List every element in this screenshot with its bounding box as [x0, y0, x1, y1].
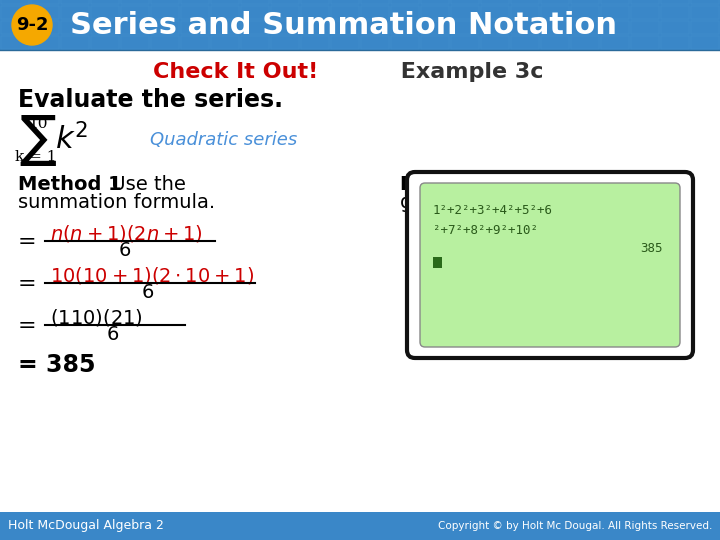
Text: Use a: Use a: [492, 176, 553, 194]
FancyBboxPatch shape: [433, 257, 442, 268]
Text: =: =: [18, 274, 37, 294]
Text: Quadratic series: Quadratic series: [150, 131, 297, 149]
FancyBboxPatch shape: [407, 172, 693, 358]
Text: = 385: = 385: [18, 353, 96, 377]
Text: $\sum$: $\sum$: [19, 112, 57, 167]
Text: 385: 385: [641, 241, 663, 254]
Text: 6: 6: [142, 282, 154, 301]
Text: Use the: Use the: [105, 176, 186, 194]
Text: 1²+2²+3²+4²+5²+6: 1²+2²+3²+4²+5²+6: [433, 204, 553, 217]
FancyBboxPatch shape: [0, 512, 720, 540]
Text: =: =: [18, 232, 37, 252]
Text: Method 2: Method 2: [400, 176, 504, 194]
Text: 10: 10: [28, 117, 48, 131]
Text: summation formula.: summation formula.: [18, 193, 215, 213]
FancyBboxPatch shape: [420, 183, 680, 347]
Text: Evaluate the series.: Evaluate the series.: [18, 88, 283, 112]
Text: Check It Out!: Check It Out!: [153, 62, 319, 82]
Text: Copyright © by Holt Mc Dougal. All Rights Reserved.: Copyright © by Holt Mc Dougal. All Right…: [438, 521, 712, 531]
Circle shape: [12, 5, 52, 45]
Text: Series and Summation Notation: Series and Summation Notation: [70, 10, 617, 39]
Text: Example 3c: Example 3c: [393, 62, 544, 82]
Text: Method 1: Method 1: [18, 176, 122, 194]
Text: $(110)(21)$: $(110)(21)$: [50, 307, 143, 327]
FancyBboxPatch shape: [0, 0, 720, 50]
Text: 6: 6: [107, 325, 120, 343]
Text: 6: 6: [119, 240, 131, 260]
Text: $k^2$: $k^2$: [55, 124, 89, 156]
Text: graphing calculator.: graphing calculator.: [400, 193, 594, 213]
Text: $10(10 + 1)(2 \cdot 10 + 1)$: $10(10 + 1)(2 \cdot 10 + 1)$: [50, 265, 254, 286]
Text: =: =: [18, 316, 37, 336]
Text: Holt McDougal Algebra 2: Holt McDougal Algebra 2: [8, 519, 164, 532]
Text: $n(n + 1)(2n + 1)$: $n(n + 1)(2n + 1)$: [50, 222, 203, 244]
Text: ²+7²+8²+9²+10²: ²+7²+8²+9²+10²: [433, 224, 538, 237]
Text: k = 1: k = 1: [15, 150, 57, 164]
Text: 9-2: 9-2: [16, 16, 48, 34]
